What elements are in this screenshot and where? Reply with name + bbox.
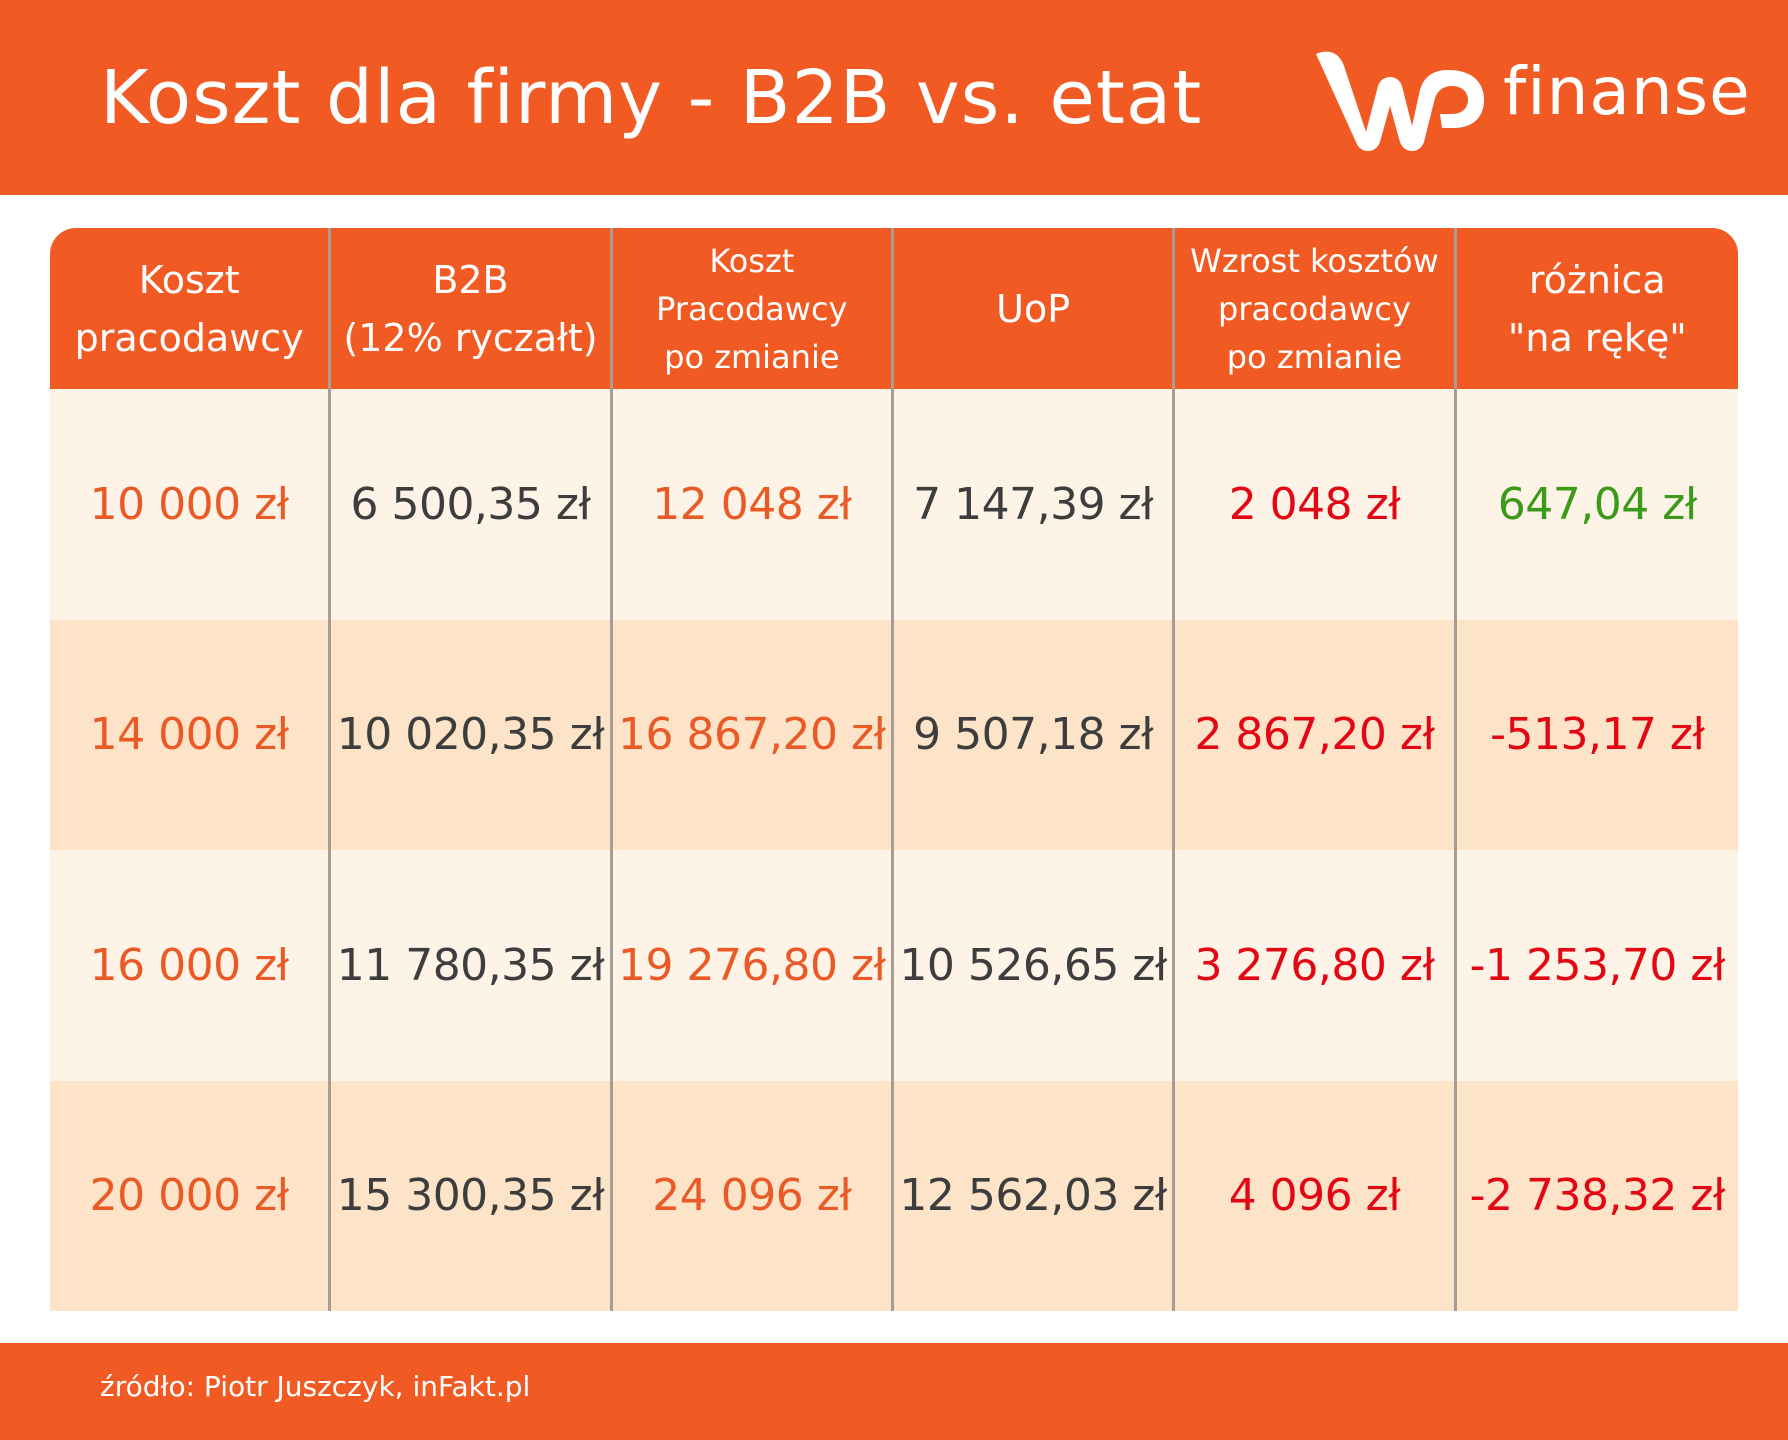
wp-logo-icon [1316,51,1484,151]
cell-net-difference: -2 738,32 zł [1469,1170,1726,1222]
table-row: 20 000 zł 15 300,35 zł 24 096 zł 12 562,… [50,1080,1738,1311]
cell-b2b: 11 780,35 zł [331,850,613,1081]
table-row: 10 000 zł 6 500,35 zł 12 048 zł 7 147,39… [50,389,1738,620]
col-header-cost-after-change: Koszt Pracodawcy po zmianie [613,228,894,389]
col-header-cost-increase: Wzrost kosztów pracodawcy po zmianie [1175,228,1457,389]
cell-uop: 10 526,65 zł [894,850,1176,1081]
cell-cost-increase: 3 276,80 zł [1175,850,1457,1081]
source-credit: źródło: Piotr Juszczyk, inFakt.pl [100,1370,531,1403]
cell-net-difference: 647,04 zł [1497,478,1698,530]
cell-cost-increase: 2 048 zł [1175,389,1457,620]
header-bar: Koszt dla firmy - B2B vs. etat finanse [0,0,1788,195]
cell-cost-after-change: 19 276,80 zł [613,850,894,1081]
cell-b2b: 15 300,35 zł [331,1080,613,1311]
cell-employer-cost: 16 000 zł [50,850,332,1081]
logo-text: finanse [1503,53,1751,130]
col-header-employer-cost: Koszt pracodawcy [50,228,332,389]
cell-net-difference: -513,17 zł [1490,709,1705,761]
footer-bar: źródło: Piotr Juszczyk, inFakt.pl [0,1343,1788,1440]
table-row: 14 000 zł 10 020,35 zł 16 867,20 zł 9 50… [50,619,1738,850]
cell-uop: 7 147,39 zł [894,389,1176,620]
wp-finanse-logo: finanse [1308,46,1751,156]
col-header-net-difference: różnica "na rękę" [1507,257,1687,360]
table-header: Koszt pracodawcy B2B (12% ryczałt) Koszt… [50,228,1738,389]
cell-employer-cost: 20 000 zł [50,1080,332,1311]
cell-cost-after-change: 24 096 zł [613,1080,894,1311]
cell-net-difference: -1 253,70 zł [1469,939,1726,991]
col-header-b2b: B2B (12% ryczałt) [331,228,613,389]
cell-cost-increase: 2 867,20 zł [1175,619,1457,850]
col-header-uop: UoP [894,228,1176,389]
table-row: 16 000 zł 11 780,35 zł 19 276,80 zł 10 5… [50,850,1738,1081]
cost-comparison-table: Koszt pracodawcy B2B (12% ryczałt) Koszt… [50,228,1738,1311]
cell-cost-after-change: 12 048 zł [613,389,894,620]
cell-employer-cost: 14 000 zł [50,619,332,850]
cell-b2b: 10 020,35 zł [331,619,613,850]
cell-uop: 12 562,03 zł [894,1080,1176,1311]
page-title: Koszt dla firmy - B2B vs. etat [100,55,1203,141]
cell-uop: 9 507,18 zł [894,619,1176,850]
cell-cost-increase: 4 096 zł [1175,1080,1457,1311]
cell-cost-after-change: 16 867,20 zł [613,619,894,850]
cell-employer-cost: 10 000 zł [50,389,332,620]
cell-b2b: 6 500,35 zł [331,389,613,620]
